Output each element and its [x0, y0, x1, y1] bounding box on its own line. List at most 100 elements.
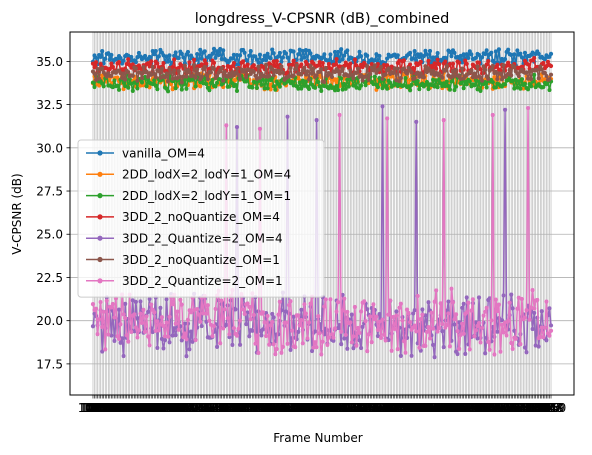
data-point [377, 311, 382, 317]
data-point [92, 65, 97, 70]
data-point [198, 47, 203, 52]
data-point [109, 305, 114, 310]
data-point [349, 72, 354, 77]
data-point [476, 52, 482, 58]
x-tick-label: 1052 [79, 401, 110, 415]
data-point [538, 334, 543, 340]
data-point [147, 296, 152, 302]
data-point [323, 66, 328, 71]
data-point [121, 353, 126, 359]
data-point [182, 63, 187, 68]
data-point [430, 68, 436, 73]
x-tick-label: 1144 [220, 401, 251, 415]
data-point [539, 309, 544, 314]
data-point [155, 87, 160, 92]
data-point [130, 88, 135, 94]
data-point [395, 66, 400, 71]
x-tick-label: 1152 [232, 401, 263, 415]
data-point [464, 82, 469, 87]
x-tick-label: 1093 [142, 401, 173, 415]
data-point [262, 53, 267, 58]
x-tick-label: 1313 [479, 401, 510, 415]
x-tick-label: 1084 [128, 401, 159, 415]
data-point [205, 303, 210, 308]
x-tick-label: 1269 [412, 401, 443, 415]
data-point [245, 62, 250, 67]
data-point [242, 50, 247, 55]
data-point [313, 329, 318, 334]
data-point [213, 306, 218, 312]
data-point [386, 337, 391, 343]
data-point [146, 309, 151, 314]
legend-label: 2DD_lodX=2_lodY=1_OM=4 [122, 168, 291, 182]
data-point [173, 321, 178, 326]
x-tick-label: 1290 [444, 401, 475, 415]
x-tick-label: 1273 [418, 401, 449, 415]
data-point [267, 74, 272, 79]
data-point [279, 64, 284, 69]
data-point [299, 57, 304, 62]
data-point [156, 328, 161, 333]
x-tick-label: 1249 [381, 401, 412, 415]
data-point [541, 60, 546, 66]
x-tick-label: 1252 [386, 401, 417, 415]
data-point [293, 67, 298, 72]
data-point [300, 341, 305, 346]
data-point [204, 61, 209, 66]
x-tick-label: 1207 [317, 401, 348, 415]
data-point [342, 336, 347, 341]
data-point [360, 324, 365, 329]
data-point [363, 74, 368, 79]
data-point [285, 114, 290, 119]
data-point [418, 59, 423, 64]
x-tick-label: 1082 [125, 401, 156, 415]
x-tick-label: 1130 [199, 401, 230, 415]
data-point [443, 55, 448, 60]
data-point [430, 55, 436, 60]
data-point [195, 307, 200, 312]
data-point [522, 345, 528, 350]
data-point [429, 310, 434, 315]
data-point [270, 47, 275, 52]
x-tick-label: 1073 [111, 401, 142, 415]
x-tick-label: 1241 [369, 401, 400, 415]
data-point [461, 52, 466, 57]
x-tick-label: 1277 [424, 401, 455, 415]
x-tick-label: 1291 [445, 401, 476, 415]
x-tick-label: 1051 [78, 401, 109, 415]
data-point [502, 107, 508, 112]
data-point [365, 307, 370, 312]
data-point [423, 48, 428, 53]
data-point [319, 352, 324, 357]
data-point [547, 306, 552, 311]
data-point [233, 70, 238, 76]
data-point [487, 347, 492, 352]
x-tick-label: 1328 [502, 401, 533, 415]
x-tick-label: 1323 [494, 401, 525, 415]
data-point [205, 76, 210, 82]
data-point [233, 307, 238, 312]
data-point [486, 59, 491, 64]
data-point [358, 73, 364, 78]
data-point [158, 322, 163, 327]
data-point [372, 74, 377, 79]
data-point [406, 310, 411, 316]
data-point [437, 325, 442, 331]
x-tick-label: 1141 [216, 401, 247, 415]
data-point [242, 311, 247, 317]
data-point [184, 74, 189, 79]
data-point [133, 59, 138, 65]
data-point [107, 57, 112, 62]
data-point [466, 300, 471, 305]
x-ticks: 1051105210531054105510561057105810591060… [78, 395, 566, 415]
data-point [142, 329, 148, 334]
x-tick-label: 1228 [349, 401, 380, 415]
legend-marker [97, 235, 103, 241]
x-tick-label: 1332 [508, 401, 539, 415]
x-tick-label: 1119 [182, 401, 213, 415]
data-point [496, 302, 502, 307]
data-point [464, 52, 469, 57]
x-tick-label: 1229 [350, 401, 381, 415]
data-point [92, 71, 97, 76]
